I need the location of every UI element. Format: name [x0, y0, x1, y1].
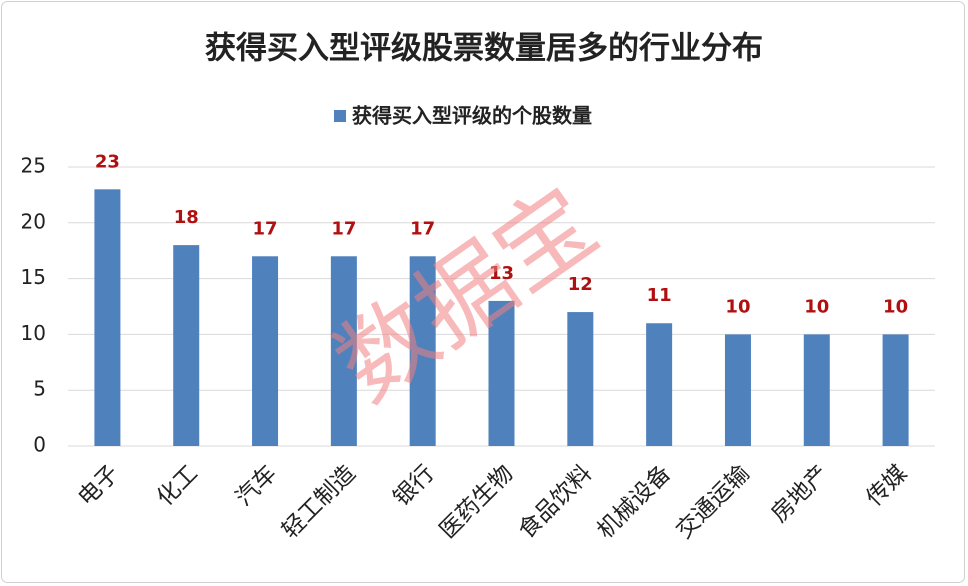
bar [488, 300, 515, 446]
value-label: 18 [174, 207, 199, 228]
y-tick-label: 20 [21, 209, 46, 233]
legend-label: 获得买入型评级的个股数量 [352, 104, 592, 128]
value-label: 10 [883, 296, 908, 317]
bar [567, 312, 594, 446]
bar [882, 334, 909, 446]
value-label: 10 [725, 296, 750, 317]
value-label: 11 [647, 285, 672, 306]
legend-swatch [334, 110, 346, 122]
value-label: 17 [253, 218, 278, 239]
bar [173, 245, 200, 446]
bar [646, 323, 673, 446]
bar [724, 334, 751, 446]
value-label: 13 [489, 263, 514, 284]
y-tick-label: 10 [21, 321, 46, 345]
value-label: 12 [568, 274, 593, 295]
y-tick-label: 5 [33, 377, 46, 401]
bar [330, 256, 357, 446]
y-tick-label: 25 [21, 154, 46, 178]
bar [94, 189, 121, 446]
value-label: 23 [95, 151, 120, 172]
y-tick-label: 15 [21, 265, 46, 289]
value-label: 17 [331, 218, 356, 239]
bar [409, 256, 436, 446]
bar [803, 334, 830, 446]
value-label: 10 [804, 296, 829, 317]
chart-title: 获得买入型评级股票数量居多的行业分布 [205, 31, 763, 67]
y-tick-label: 0 [33, 433, 46, 457]
bar [252, 256, 279, 446]
value-label: 17 [410, 218, 435, 239]
